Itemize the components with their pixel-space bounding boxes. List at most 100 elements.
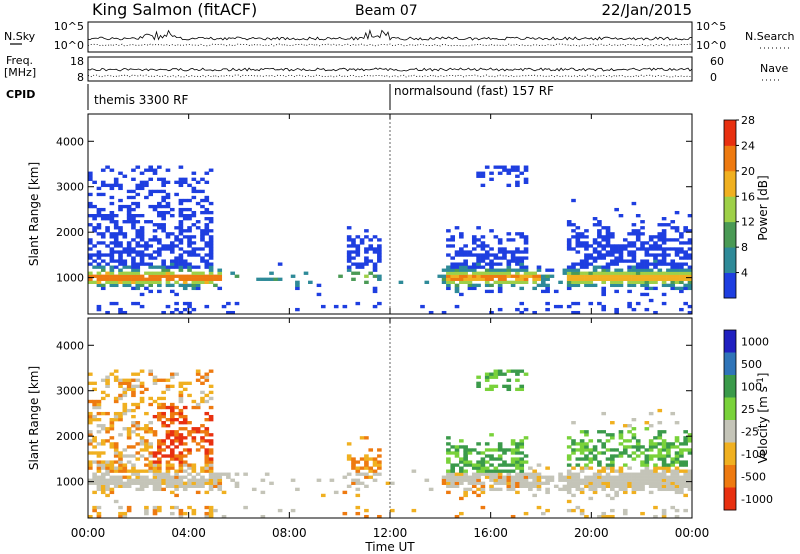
power-cell: [195, 274, 201, 278]
power-cell: [351, 271, 356, 275]
power-cell: [118, 207, 123, 212]
power-cell: [174, 301, 179, 306]
power-cell: [454, 250, 460, 254]
power-cell: [545, 286, 550, 291]
velocity-cell: [545, 490, 550, 495]
velocity-cell: [679, 490, 684, 495]
power-cell: [480, 256, 486, 260]
velocity-cell: [597, 514, 602, 519]
velocity-cell: [368, 457, 374, 461]
power-cell: [683, 229, 688, 233]
velocity-cell: [178, 454, 184, 458]
power-cell: [118, 241, 123, 245]
velocity-cell: [126, 381, 132, 385]
velocity-cell: [519, 384, 525, 388]
velocity-cell: [92, 381, 97, 385]
velocity-cell: [657, 457, 663, 461]
velocity-cell: [178, 433, 184, 437]
power-cell: [144, 241, 149, 245]
power-cell: [118, 186, 123, 191]
power-cell: [605, 253, 611, 257]
power-cell: [601, 277, 607, 281]
velocity-cell: [169, 384, 175, 388]
power-cell: [135, 165, 141, 169]
velocity-cell: [566, 484, 572, 488]
power-cell: [635, 277, 641, 281]
velocity-cell: [264, 472, 270, 476]
velocity-cell: [515, 484, 520, 488]
nsky-panel-frame: [87, 21, 693, 53]
power-cell: [610, 283, 615, 288]
power-cell: [96, 241, 102, 245]
power-cell: [195, 220, 201, 224]
velocity-cell: [169, 375, 175, 379]
power-cell: [109, 283, 115, 288]
velocity-cell: [105, 378, 110, 382]
velocity-cell: [109, 478, 115, 482]
power-cell: [588, 271, 594, 275]
velocity-cell: [152, 511, 158, 516]
power-cell: [489, 171, 494, 175]
power-cell: [601, 268, 607, 272]
power-cell: [687, 304, 693, 309]
power-cell: [631, 244, 637, 248]
velocity-cell: [610, 475, 615, 479]
power-cell: [441, 268, 447, 272]
velocity-cell: [135, 402, 141, 407]
velocity-cell: [575, 457, 581, 461]
velocity-colorbar-swatch: [724, 352, 736, 376]
velocity-cell: [463, 451, 468, 455]
velocity-cell: [476, 487, 481, 492]
velocity-cell: [152, 414, 158, 419]
velocity-cell: [489, 463, 494, 467]
velocity-cell: [666, 475, 671, 479]
power-cell: [139, 277, 145, 281]
power-cell: [100, 265, 106, 269]
velocity-cell: [178, 475, 184, 479]
power-cell: [355, 235, 361, 239]
power-cell: [674, 262, 680, 266]
velocity-cell: [92, 478, 97, 482]
power-cell: [187, 229, 192, 233]
power-cell: [614, 247, 619, 251]
velocity-cell: [208, 460, 214, 464]
velocity-cell: [204, 490, 210, 495]
power-cell: [204, 217, 210, 221]
velocity-cell: [187, 484, 192, 488]
power-cell: [459, 235, 464, 239]
power-cell: [597, 241, 602, 245]
velocity-cell: [553, 484, 559, 488]
power-cell: [208, 250, 214, 254]
velocity-cell: [126, 387, 132, 392]
velocity-cell: [510, 487, 516, 492]
velocity-cell: [661, 466, 667, 470]
velocity-cell: [178, 399, 184, 404]
velocity-cell: [584, 484, 589, 488]
velocity-cell: [454, 484, 460, 488]
power-cell: [165, 265, 171, 269]
velocity-cell: [100, 484, 106, 488]
power-cell: [208, 277, 214, 281]
velocity-cell: [226, 472, 231, 476]
power-cell: [372, 274, 378, 278]
power-cell: [126, 189, 132, 194]
velocity-cell: [635, 472, 641, 476]
velocity-cell: [622, 439, 628, 443]
velocity-cell: [463, 475, 468, 479]
velocity-cell: [653, 472, 658, 476]
velocity-cell: [622, 490, 628, 495]
power-cell: [610, 280, 615, 284]
velocity-cell: [135, 457, 141, 461]
velocity-cell: [670, 463, 676, 467]
velocity-cell: [502, 372, 507, 376]
power-cell: [148, 238, 154, 242]
velocity-cell: [226, 475, 231, 479]
velocity-colorbar-frame: [723, 329, 737, 511]
power-cell: [489, 229, 494, 233]
velocity-cell: [213, 508, 218, 513]
power-cell: [661, 277, 667, 281]
power-cell: [683, 271, 688, 275]
velocity-cell: [653, 469, 658, 473]
power-cell: [523, 271, 529, 275]
